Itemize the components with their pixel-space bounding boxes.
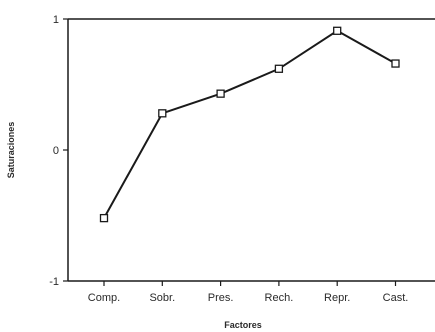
y-axis-title: Saturaciones — [6, 122, 16, 179]
x-tick-label: Rech. — [265, 292, 294, 304]
x-tick-label: Comp. — [88, 292, 120, 304]
data-point-marker — [158, 109, 167, 118]
data-point-marker — [99, 213, 109, 223]
series-layer — [99, 26, 400, 223]
x-tick-label: Pres. — [208, 292, 234, 304]
x-tick-label: Cast. — [383, 292, 409, 304]
data-point-marker — [333, 26, 342, 35]
x-axis-title: Factores — [224, 320, 262, 330]
axes — [63, 18, 435, 286]
y-tick-label: 0 — [53, 145, 59, 157]
x-tick-label: Repr. — [324, 292, 350, 304]
data-point-marker — [274, 64, 284, 73]
data-point-marker — [216, 89, 225, 98]
series-line — [103, 29, 396, 219]
y-tick-label: -1 — [49, 276, 59, 288]
x-tick-label: Sobr. — [149, 292, 175, 304]
data-point-marker — [391, 59, 400, 68]
y-tick-label: 1 — [53, 14, 59, 26]
labels-layer: -1 0 1 Comp. Sobr. Pres. Rech. Repr. Cast. — [49, 14, 408, 304]
